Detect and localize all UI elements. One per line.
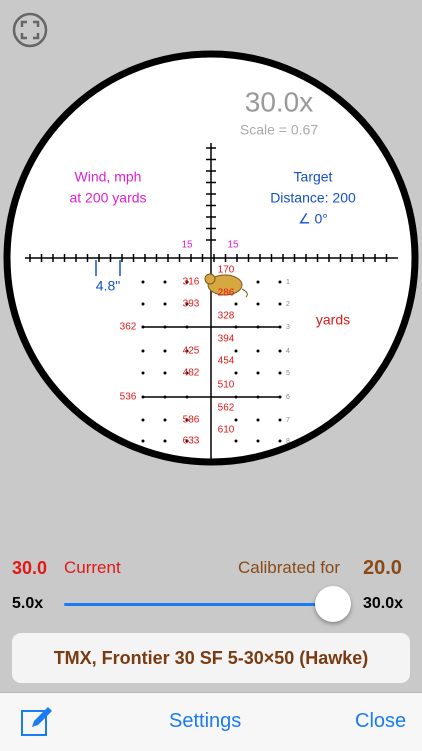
- current-value: 30.0: [12, 558, 48, 578]
- slider-min: 5.0x: [12, 595, 44, 612]
- holdover-dot: [256, 418, 260, 422]
- toolbar: Settings Close: [0, 692, 422, 751]
- holdover-dot: [163, 302, 167, 306]
- holdover-dot: [163, 280, 167, 284]
- range-label: 610: [218, 425, 235, 436]
- row-number: 6: [286, 394, 290, 401]
- close-button[interactable]: Close: [355, 710, 407, 732]
- row-number: 4: [286, 348, 290, 355]
- reticle: [25, 143, 398, 462]
- holdover-dot: [185, 439, 189, 443]
- holdover-dot: [234, 371, 238, 375]
- holdover-dot: [163, 439, 167, 443]
- holdover-dot: [185, 371, 189, 375]
- holdover-dot: [234, 418, 238, 422]
- holdover-dot: [163, 418, 167, 422]
- current-label: Current: [64, 558, 121, 577]
- holdover-dot: [256, 439, 260, 443]
- holdover-dot: [141, 439, 145, 443]
- holdover-dot: [163, 349, 167, 353]
- wind-text: Wind, mph: [75, 169, 142, 185]
- holdover-dot: [185, 418, 189, 422]
- holdover-dot: [234, 439, 238, 443]
- calibrated-value: 20.0: [363, 557, 402, 579]
- range-label: 394: [218, 334, 235, 345]
- holdover-dot: [278, 418, 282, 422]
- holdover-dot: [256, 302, 260, 306]
- holdover-dot: [141, 302, 145, 306]
- holdover-dot: [185, 302, 189, 306]
- range-label: 482: [183, 368, 200, 379]
- offset-text: 4.8": [96, 278, 120, 294]
- scope-view: 30.0x Scale = 0.67 Wind, mph at 200 yard…: [3, 12, 419, 466]
- holdover-dot: [256, 371, 260, 375]
- holdover-dot: [278, 280, 282, 284]
- range-label: 316: [183, 277, 200, 288]
- row-number: 2: [286, 301, 290, 308]
- scope-select-button[interactable]: TMX, Frontier 30 SF 5-30×50 (Hawke): [12, 633, 410, 683]
- slider-thumb[interactable]: [315, 586, 351, 622]
- holdover-dot: [278, 371, 282, 375]
- holdover-dot: [278, 302, 282, 306]
- fullscreen-button[interactable]: [12, 12, 48, 48]
- target-text: ∠ 0°: [298, 211, 328, 227]
- settings-button[interactable]: Settings: [169, 710, 242, 732]
- holdover-dot: [141, 418, 145, 422]
- holdover-dot: [163, 371, 167, 375]
- target-text: Distance: 200: [270, 190, 356, 206]
- scale-text: Scale = 0.67: [240, 122, 318, 138]
- holdover-dot: [278, 439, 282, 443]
- row-number: 8: [286, 438, 290, 445]
- range-label: 170: [218, 265, 235, 276]
- range-label: 362: [120, 322, 137, 333]
- holdover-dot: [141, 349, 145, 353]
- holdover-dot: [234, 302, 238, 306]
- range-label: 510: [218, 380, 235, 391]
- holdover-dot: [141, 280, 145, 284]
- range-label: 536: [120, 392, 137, 403]
- holdover-dot: [256, 280, 260, 284]
- range-label: 586: [183, 415, 200, 426]
- row-number: 5: [286, 370, 290, 377]
- holdover-dot: [256, 349, 260, 353]
- range-label: 425: [183, 346, 200, 357]
- holdover-dot: [185, 280, 189, 284]
- row-number: 7: [286, 417, 290, 424]
- target-text: Target: [294, 169, 333, 185]
- row-number: 1: [286, 279, 290, 286]
- range-label: 393: [183, 299, 200, 310]
- calibrated-label: Calibrated for: [238, 558, 341, 577]
- wind-mark: 15: [181, 240, 193, 251]
- holdover-dot: [185, 349, 189, 353]
- range-label: 328: [218, 311, 235, 322]
- slider-max: 30.0x: [363, 595, 404, 612]
- range-label: 562: [218, 403, 235, 414]
- zoom-text: 30.0x: [245, 86, 314, 117]
- units-text: yards: [316, 312, 350, 328]
- range-label: 454: [218, 356, 235, 367]
- wind-mark: 15: [227, 240, 239, 251]
- range-label: 286: [218, 288, 235, 299]
- edit-button[interactable]: [20, 705, 54, 739]
- slider-track[interactable]: [64, 603, 334, 606]
- holdover-dot: [278, 349, 282, 353]
- wind-text: at 200 yards: [69, 190, 146, 206]
- range-label: 633: [183, 436, 200, 447]
- target-animal: [204, 273, 248, 298]
- row-number: 3: [286, 324, 290, 331]
- holdover-dot: [141, 371, 145, 375]
- holdover-dot: [234, 349, 238, 353]
